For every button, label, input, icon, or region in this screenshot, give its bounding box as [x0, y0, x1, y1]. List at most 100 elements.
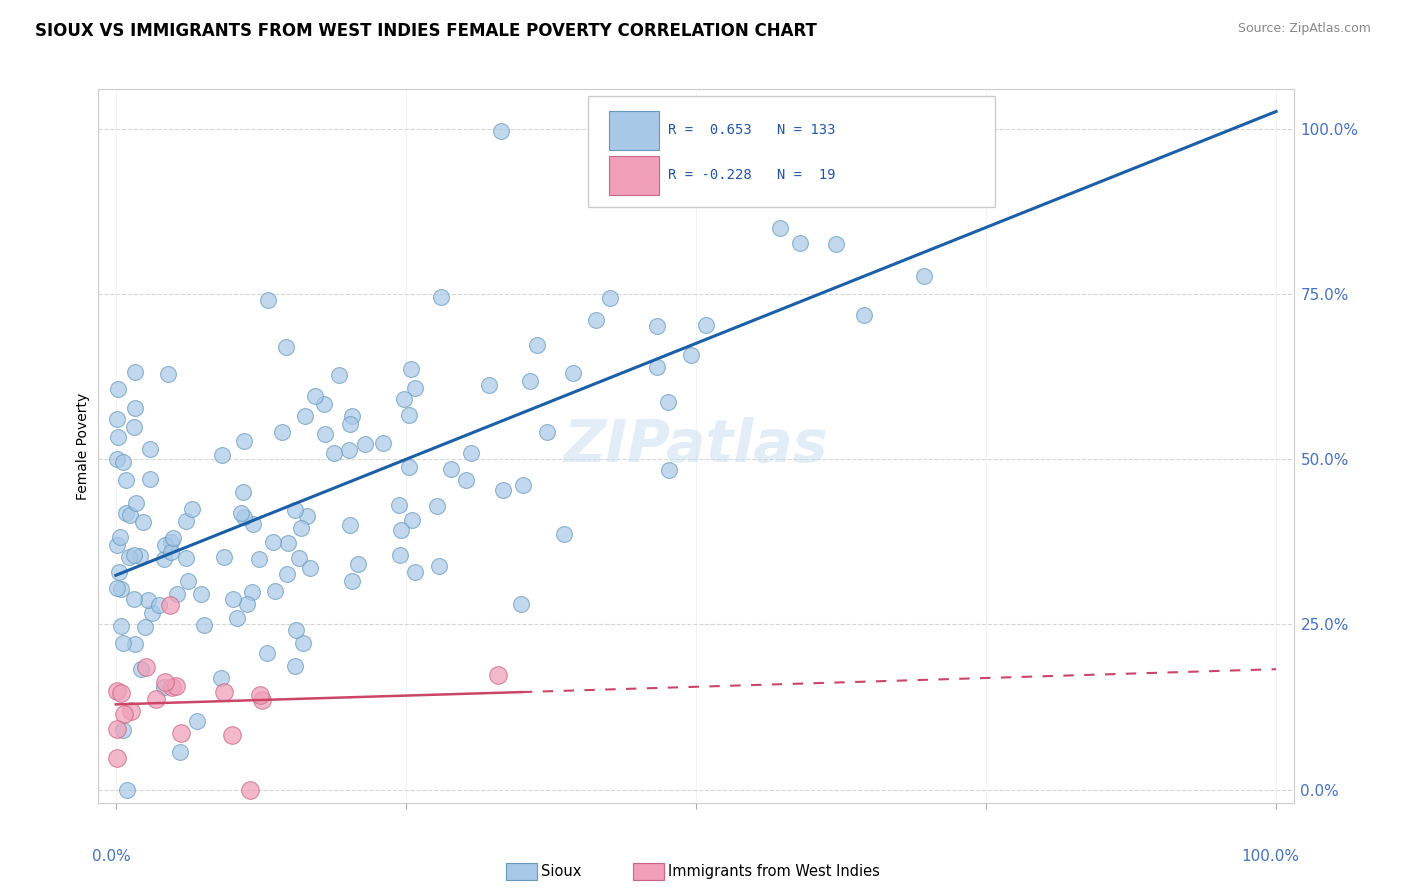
- Point: [105, 684, 128, 698]
- Point: [658, 462, 681, 476]
- Point: [389, 549, 412, 563]
- Text: ZIPatlas: ZIPatlas: [564, 417, 828, 475]
- Point: [270, 425, 292, 440]
- Point: [212, 549, 235, 564]
- Point: [110, 582, 132, 597]
- Point: [398, 408, 420, 422]
- Point: [239, 782, 262, 797]
- Point: [509, 598, 531, 612]
- Point: [681, 348, 703, 362]
- Point: [562, 366, 585, 380]
- Point: [107, 383, 129, 397]
- Point: [392, 392, 415, 406]
- Point: [346, 558, 368, 572]
- Point: [105, 538, 128, 552]
- Point: [536, 425, 558, 439]
- Point: [477, 378, 499, 392]
- Point: [115, 474, 138, 488]
- Point: [166, 587, 188, 601]
- Point: [314, 426, 336, 441]
- Point: [340, 574, 363, 589]
- Point: [274, 340, 297, 354]
- Point: [108, 530, 131, 544]
- Point: [170, 726, 193, 740]
- Point: [124, 419, 146, 434]
- Point: [211, 449, 233, 463]
- Point: [460, 446, 482, 460]
- Point: [122, 548, 145, 562]
- Point: [426, 499, 449, 513]
- Point: [222, 592, 245, 607]
- Point: [401, 513, 423, 527]
- Point: [174, 514, 197, 528]
- Point: [240, 584, 263, 599]
- Point: [328, 368, 350, 383]
- Point: [232, 485, 254, 500]
- Point: [789, 235, 811, 250]
- Point: [105, 723, 128, 737]
- Point: [155, 674, 177, 689]
- Point: [190, 587, 212, 601]
- Point: [153, 552, 176, 566]
- Point: [145, 692, 167, 706]
- Point: [110, 619, 132, 633]
- Point: [647, 360, 669, 375]
- Point: [519, 374, 541, 388]
- Point: [148, 598, 170, 612]
- Point: [165, 679, 187, 693]
- Point: [160, 545, 183, 559]
- Point: [247, 551, 270, 566]
- Point: [112, 723, 135, 738]
- Point: [599, 291, 621, 305]
- Point: [112, 707, 135, 722]
- Point: [236, 597, 259, 611]
- Point: [427, 558, 450, 573]
- Point: [135, 660, 157, 674]
- Point: [354, 437, 377, 451]
- Point: [120, 705, 142, 719]
- Point: [141, 606, 163, 620]
- Point: [139, 442, 162, 456]
- Point: [257, 293, 280, 307]
- Point: [337, 443, 360, 458]
- Point: [231, 506, 253, 520]
- Point: [153, 680, 176, 694]
- Point: [912, 268, 935, 283]
- Point: [553, 526, 575, 541]
- Point: [193, 617, 215, 632]
- Point: [440, 462, 463, 476]
- Point: [107, 430, 129, 444]
- Point: [134, 620, 156, 634]
- Point: [292, 636, 315, 650]
- Point: [486, 667, 509, 681]
- Point: [288, 550, 311, 565]
- Point: [124, 401, 146, 415]
- Point: [105, 411, 128, 425]
- Point: [108, 566, 131, 580]
- Point: [160, 680, 183, 694]
- Point: [242, 517, 264, 532]
- Point: [226, 611, 249, 625]
- Point: [209, 671, 232, 685]
- Text: Immigrants from West Indies: Immigrants from West Indies: [668, 864, 880, 879]
- Point: [339, 518, 361, 533]
- Point: [491, 124, 513, 138]
- Point: [853, 308, 876, 322]
- Point: [105, 582, 128, 596]
- Point: [122, 592, 145, 607]
- Point: [875, 121, 897, 136]
- Point: [340, 409, 363, 424]
- Point: [249, 688, 271, 702]
- Point: [399, 362, 422, 376]
- Point: [398, 460, 420, 475]
- Point: [456, 473, 478, 487]
- Point: [256, 646, 278, 660]
- Point: [339, 417, 361, 431]
- Point: [124, 365, 146, 379]
- Point: [492, 483, 515, 497]
- Text: 0.0%: 0.0%: [93, 849, 131, 864]
- Point: [125, 496, 148, 510]
- Point: [312, 396, 335, 410]
- Point: [297, 508, 319, 523]
- Point: [162, 531, 184, 545]
